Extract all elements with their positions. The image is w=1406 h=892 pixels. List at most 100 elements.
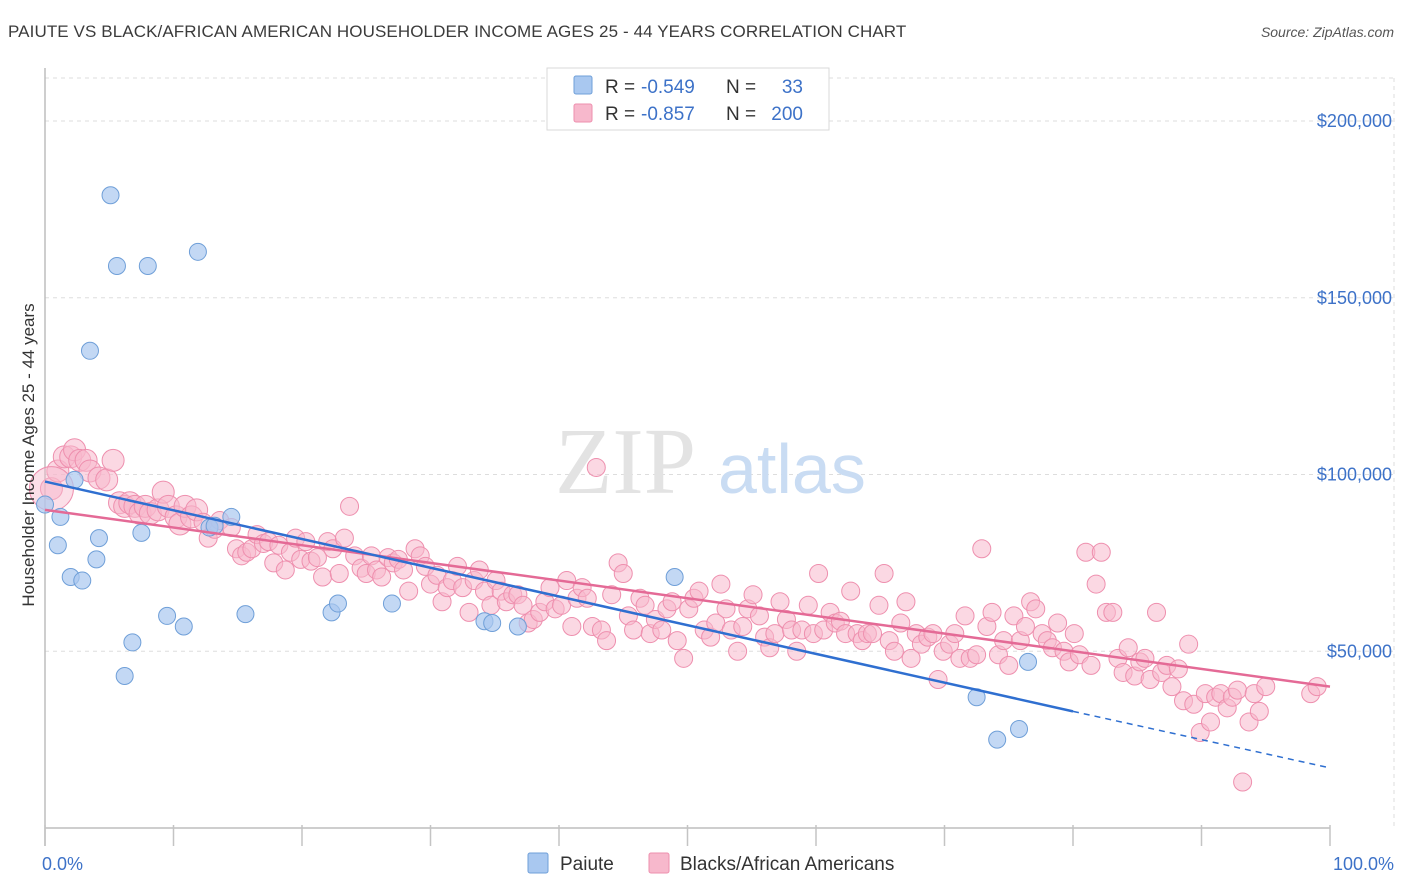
- point-blacks-132: [770, 592, 790, 612]
- point-blacks-51: [334, 528, 354, 548]
- point-paiute-0: [36, 495, 54, 514]
- legend-box: [546, 67, 830, 131]
- axes: [44, 68, 1331, 846]
- point-blacks-169: [972, 539, 992, 559]
- point-blacks-47: [313, 567, 333, 587]
- source-label: Source: ZipAtlas.com: [1260, 24, 1394, 40]
- point-blacks-98: [586, 457, 606, 477]
- point-paiute-10: [107, 256, 126, 275]
- trend-line-paiute: [44, 480, 1074, 713]
- legend-r-value-blacks: -0.857: [641, 104, 695, 125]
- point-blacks-10: [101, 448, 125, 472]
- trend-lines: [44, 480, 1331, 769]
- point-blacks-121: [711, 574, 731, 594]
- y-tick-labels: $50,000 $100,000 $150,000 $200,000: [1317, 111, 1392, 661]
- point-blacks-103: [613, 563, 633, 583]
- point-blacks-110: [652, 620, 672, 640]
- point-blacks-145: [841, 581, 861, 601]
- point-blacks-153: [884, 641, 904, 661]
- point-paiute-15: [158, 606, 177, 625]
- point-blacks-199: [1135, 648, 1155, 668]
- point-paiute-6: [80, 341, 99, 360]
- point-blacks-204: [1162, 677, 1182, 697]
- point-blacks-107: [635, 595, 655, 615]
- point-blacks-117: [689, 581, 709, 601]
- point-blacks-166: [955, 606, 975, 626]
- point-paiute-32: [1019, 652, 1038, 671]
- point-blacks-101: [602, 585, 622, 605]
- point-blacks-216: [1227, 680, 1247, 700]
- legend-n-label-paiute: N =: [726, 77, 756, 98]
- legend-n-label-blacks: N =: [726, 104, 756, 125]
- watermark-zip: ZIP: [555, 410, 696, 514]
- legend-r-label-blacks: R =: [605, 104, 635, 125]
- point-blacks-139: [809, 563, 829, 583]
- point-blacks-190: [1086, 574, 1106, 594]
- point-blacks-93: [562, 617, 582, 637]
- point-blacks-156: [901, 648, 921, 668]
- point-paiute-14: [138, 256, 157, 275]
- point-blacks-40: [275, 560, 295, 580]
- legend-top: R = -0.549 N = 33 R = -0.857 N = 200: [546, 67, 830, 131]
- point-blacks-52: [340, 496, 360, 516]
- point-paiute-28: [665, 568, 684, 587]
- y-tick-label-0: $50,000: [1327, 641, 1392, 661]
- point-blacks-127: [743, 585, 763, 605]
- point-blacks-105: [624, 620, 644, 640]
- point-blacks-114: [674, 648, 694, 668]
- point-paiute-30: [988, 730, 1007, 749]
- legend-r-value-paiute: -0.549: [641, 77, 695, 98]
- point-blacks-50: [329, 563, 349, 583]
- point-paiute-27: [508, 617, 527, 636]
- point-blacks-217: [1233, 772, 1253, 792]
- trend-line-blacks: [44, 508, 1331, 688]
- point-blacks-171: [982, 602, 1002, 622]
- point-blacks-205: [1168, 659, 1188, 679]
- point-blacks-179: [1026, 599, 1046, 619]
- point-paiute-13: [132, 523, 151, 542]
- legend-bottom: Paiute Blacks/African Americans: [527, 852, 894, 875]
- point-paiute-26: [483, 613, 502, 632]
- legend-bottom-label-paiute: Paiute: [560, 854, 614, 875]
- point-paiute-24: [382, 594, 401, 613]
- legend-n-value-blacks: 200: [771, 104, 803, 125]
- point-blacks-124: [728, 641, 748, 661]
- point-paiute-17: [188, 242, 207, 261]
- point-paiute-1: [48, 536, 67, 555]
- point-blacks-174: [999, 655, 1019, 675]
- point-blacks-63: [399, 581, 419, 601]
- point-blacks-196: [1118, 638, 1138, 658]
- point-blacks-211: [1200, 712, 1220, 732]
- point-blacks-125: [733, 617, 753, 637]
- point-paiute-23: [328, 594, 347, 613]
- point-blacks-74: [459, 602, 479, 622]
- point-blacks-150: [869, 595, 889, 615]
- point-blacks-100: [597, 631, 617, 651]
- point-blacks-155: [896, 592, 916, 612]
- legend-bottom-swatch-paiute: [527, 852, 549, 874]
- point-blacks-113: [667, 631, 687, 651]
- watermark: ZIP atlas: [555, 410, 866, 514]
- x-tick-label-min: 0.0%: [42, 854, 83, 874]
- legend-bottom-label-blacks: Blacks/African Americans: [680, 854, 894, 875]
- y-tick-label-3: $200,000: [1317, 111, 1392, 131]
- legend-r-label-paiute: R =: [605, 77, 635, 98]
- series-blacks-points: [28, 438, 1327, 792]
- legend-swatch-blacks: [573, 103, 593, 123]
- point-blacks-151: [874, 563, 894, 583]
- y-axis-label: Householder Income Ages 25 - 44 years: [19, 303, 38, 606]
- watermark-atlas: atlas: [718, 430, 866, 508]
- point-paiute-5: [73, 571, 92, 590]
- point-paiute-21: [236, 605, 255, 624]
- point-blacks-191: [1091, 542, 1111, 562]
- series-paiute-points: [36, 186, 1038, 749]
- point-blacks-221: [1256, 677, 1276, 697]
- point-blacks-186: [1064, 624, 1084, 644]
- y-tick-label-2: $150,000: [1317, 288, 1392, 308]
- point-paiute-7: [87, 550, 106, 569]
- point-paiute-8: [89, 529, 108, 548]
- point-blacks-9: [95, 468, 119, 492]
- point-blacks-220: [1249, 701, 1269, 721]
- point-blacks-193: [1103, 602, 1123, 622]
